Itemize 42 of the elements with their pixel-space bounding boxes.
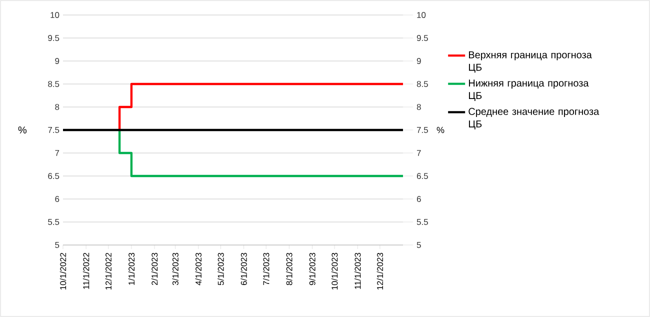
- y-tick-label: 8: [55, 104, 60, 110]
- y2-tick-label: 10: [417, 12, 426, 18]
- y2-axis-title: %: [436, 126, 444, 134]
- y2-tick-label: 9: [416, 58, 421, 64]
- x-tick-label: 3/1/2023: [172, 252, 178, 286]
- y2-tick-label: 7.5: [416, 127, 428, 133]
- x-tick-label: 6/1/2023: [240, 252, 247, 286]
- x-tick-label: 2/1/2023: [151, 252, 158, 286]
- y2-tick-label: 9.5: [416, 35, 428, 41]
- y2-tick-label: 5: [416, 242, 421, 248]
- y2-tick-label: 8.5: [416, 81, 428, 87]
- x-tick-label: 12/1/2022: [105, 252, 112, 290]
- legend-label: Среднее значение прогноза ЦБ: [468, 108, 600, 130]
- y2-tick-label: 5.5: [416, 219, 428, 225]
- x-tick-label: 8/1/2023: [286, 252, 292, 286]
- y2-tick-label: 6: [416, 196, 421, 202]
- y-tick-label: 10: [50, 12, 60, 18]
- x-tick-label: 9/1/2023: [309, 252, 316, 286]
- y2-tick-label: 8: [416, 104, 421, 110]
- y-tick-label: 9: [55, 58, 60, 64]
- x-tick-label: 11/1/2022: [82, 252, 90, 289]
- y-tick-label: 7.5: [48, 127, 60, 133]
- x-tick-label: 10/1/2022: [60, 252, 66, 290]
- legend-label: Нижняя граница прогноза ЦБ: [468, 80, 589, 101]
- x-tick-label: 5/1/2023: [218, 252, 224, 286]
- x-tick-label: 11/1/2023: [354, 252, 361, 289]
- y-tick-label: 6: [55, 196, 60, 202]
- y2-tick-label: 6.5: [416, 173, 428, 179]
- y-tick-label: 6.5: [48, 173, 60, 179]
- y-tick-label: 7: [55, 150, 60, 156]
- x-tick-label: 7/1/2023: [262, 252, 270, 286]
- y-tick-label: 9.5: [48, 35, 60, 41]
- x-tick-label: 10/1/2023: [331, 252, 338, 290]
- y-tick-label: 5: [55, 242, 60, 248]
- x-tick-label: 4/1/2023: [195, 252, 202, 286]
- x-tick-label: 12/1/2023: [376, 252, 384, 290]
- x-tick-label: 1/1/2023: [128, 252, 135, 285]
- legend-label: Верхняя граница прогноза ЦБ: [468, 51, 592, 73]
- y-tick-label: 5.5: [48, 219, 60, 225]
- y-axis-title: %: [18, 126, 27, 134]
- y-tick-label: 8.5: [48, 81, 60, 87]
- y2-tick-label: 7: [416, 150, 421, 156]
